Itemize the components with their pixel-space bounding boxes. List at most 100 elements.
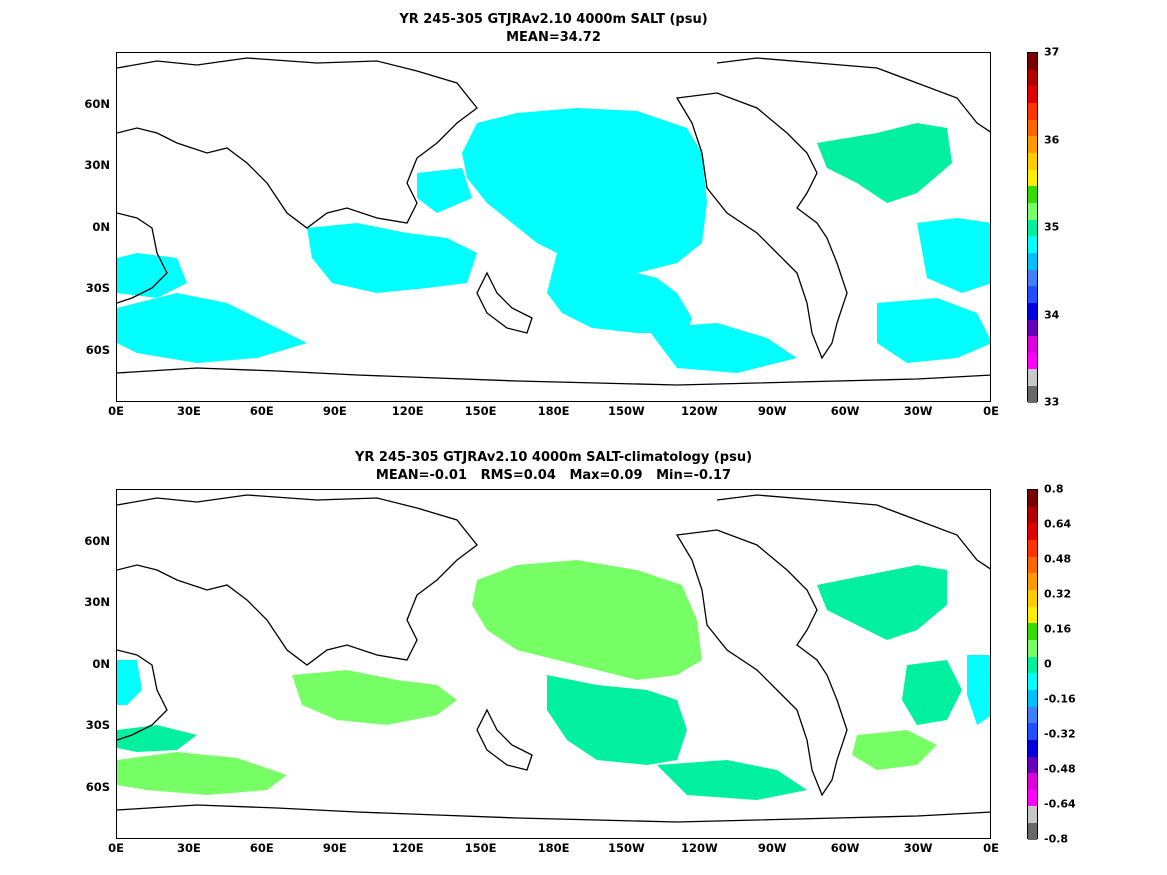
top-colorbar-swatch (1028, 286, 1037, 303)
bottom-y-tick-label: 60S (85, 780, 110, 794)
top-southern-ocean-field (117, 293, 307, 363)
bottom-pacific-positive-field (472, 560, 702, 680)
top-y-tick-label: 0N (92, 220, 110, 234)
top-colorbar-swatch (1028, 86, 1037, 103)
bottom-colorbar-label: -0.8 (1044, 832, 1069, 846)
top-title-line2: MEAN=34.72 (506, 30, 601, 45)
top-colorbar-swatch (1028, 302, 1037, 320)
bottom-x-tick-label: 120E (391, 841, 424, 855)
bottom-x-tick-label: 90W (757, 841, 787, 855)
top-colorbar (1027, 52, 1038, 403)
bottom-x-tick-label: 120W (680, 841, 718, 855)
bottom-colorbar-swatch (1028, 639, 1037, 657)
bottom-colorbar-label: -0.16 (1044, 692, 1076, 706)
top-south-pacific-field (547, 253, 692, 333)
bottom-colorbar-swatch (1028, 523, 1037, 540)
bottom-colorbar-label: -0.48 (1044, 762, 1076, 776)
bottom-colorbar-swatch (1028, 589, 1037, 607)
bottom-y-tick-label: 0N (92, 657, 110, 671)
bottom-colorbar-label: -0.64 (1044, 797, 1076, 811)
top-colorbar-swatch (1028, 53, 1037, 70)
bottom-y-tick-label: 30N (84, 595, 110, 609)
bottom-colorbar-label: 0.32 (1044, 587, 1072, 601)
bottom-y-tick-label: 30S (85, 718, 110, 732)
top-colorbar-swatch (1028, 386, 1037, 403)
bottom-colorbar-swatch (1028, 623, 1037, 640)
top-colorbar-swatch (1028, 202, 1037, 220)
top-colorbar-swatch (1028, 152, 1037, 170)
bottom-colorbar-label: 0.64 (1044, 517, 1072, 531)
bottom-x-tick-label: 90E (322, 841, 347, 855)
top-colorbar-swatch (1028, 269, 1037, 287)
top-south-africa-field (117, 253, 187, 298)
top-indian-ocean-field (307, 223, 477, 293)
bottom-land-outline (117, 494, 990, 823)
bottom-colorbar-label: 0.8 (1044, 482, 1064, 496)
bottom-south-pacific-negative-field (547, 675, 687, 765)
top-x-tick-label: 30E (176, 404, 201, 418)
bottom-indian-positive-field (292, 670, 457, 725)
bottom-atlantic-negative-field (817, 565, 947, 640)
bottom-colorbar-swatch (1028, 806, 1037, 824)
top-colorbar-label: 35 (1044, 220, 1060, 234)
bottom-colorbar-label: 0 (1044, 657, 1052, 671)
bottom-x-tick-label: 180E (537, 841, 570, 855)
top-y-tick-label: 30N (84, 158, 110, 172)
top-colorbar-swatch (1028, 236, 1037, 253)
top-colorbar-swatch (1028, 336, 1037, 353)
top-x-tick-label: 0E (108, 404, 124, 418)
top-x-tick-label: 120W (680, 404, 718, 418)
top-land-outline (117, 57, 990, 386)
bottom-y-tick-label: 60N (84, 534, 110, 548)
top-x-tick-label: 180E (537, 404, 570, 418)
bottom-colorbar-swatch (1028, 556, 1037, 574)
bottom-x-tick-label: 30W (903, 841, 933, 855)
bottom-colorbar-swatch (1028, 823, 1037, 840)
bottom-title-line2: MEAN=-0.01 RMS=0.04 Max=0.09 Min=-0.17 (375, 468, 732, 483)
bottom-colorbar-swatch (1028, 490, 1037, 507)
bottom-colorbar-swatch (1028, 723, 1037, 740)
bottom-southern-negative-field (117, 725, 197, 752)
bottom-x-tick-label: 60E (249, 841, 274, 855)
top-map-frame (116, 52, 991, 402)
bottom-x-tick-label: 150E (464, 841, 497, 855)
top-x-tick-label: 150W (608, 404, 645, 418)
bottom-colorbar-swatch (1028, 656, 1037, 674)
bottom-map-svg (117, 494, 990, 823)
top-colorbar-swatch (1028, 69, 1037, 87)
top-colorbar-swatch (1028, 352, 1037, 370)
bottom-colorbar-swatch (1028, 539, 1037, 557)
top-japan-sea-field (417, 168, 472, 213)
top-colorbar-swatch (1028, 119, 1037, 137)
top-south-atlantic-field (877, 298, 990, 363)
top-colorbar-swatch (1028, 369, 1037, 387)
bottom-southern-pacific-negative-field (657, 760, 807, 800)
top-pacific-salinity-field (462, 108, 707, 273)
bottom-colorbar-swatch (1028, 789, 1037, 807)
bottom-colorbar-swatch (1028, 756, 1037, 774)
bottom-colorbar-swatch (1028, 689, 1037, 707)
top-colorbar-label: 36 (1044, 133, 1060, 146)
bottom-map-frame (116, 489, 991, 839)
bottom-east-atlantic-cyan-field (967, 655, 990, 725)
bottom-x-tick-label: 150W (608, 841, 645, 855)
bottom-colorbar-label: 0.16 (1044, 622, 1072, 636)
bottom-colorbar-swatch (1028, 606, 1037, 624)
top-x-tick-label: 30W (903, 404, 933, 418)
top-atlantic-field (817, 123, 952, 203)
bottom-southern-positive-field (117, 752, 287, 795)
top-x-tick-label: 150E (464, 404, 497, 418)
bottom-west-africa-cyan-field (117, 660, 142, 705)
bottom-colorbar-label: -0.32 (1044, 727, 1076, 741)
top-x-tick-label: 0E (983, 404, 999, 418)
top-y-tick-label: 60N (84, 97, 110, 111)
bottom-east-atlantic-negative-field (902, 660, 962, 725)
top-south-pacific-east-field (647, 323, 797, 373)
top-east-atlantic-field (917, 218, 990, 293)
bottom-title-line1: YR 245-305 GTJRAv2.10 4000m SALT-climato… (354, 450, 753, 465)
top-colorbar-swatch (1028, 252, 1037, 270)
bottom-colorbar-swatch (1028, 706, 1037, 724)
top-colorbar-label: 33 (1044, 395, 1060, 409)
bottom-colorbar-swatch (1028, 739, 1037, 757)
bottom-colorbar-swatch (1028, 673, 1037, 690)
